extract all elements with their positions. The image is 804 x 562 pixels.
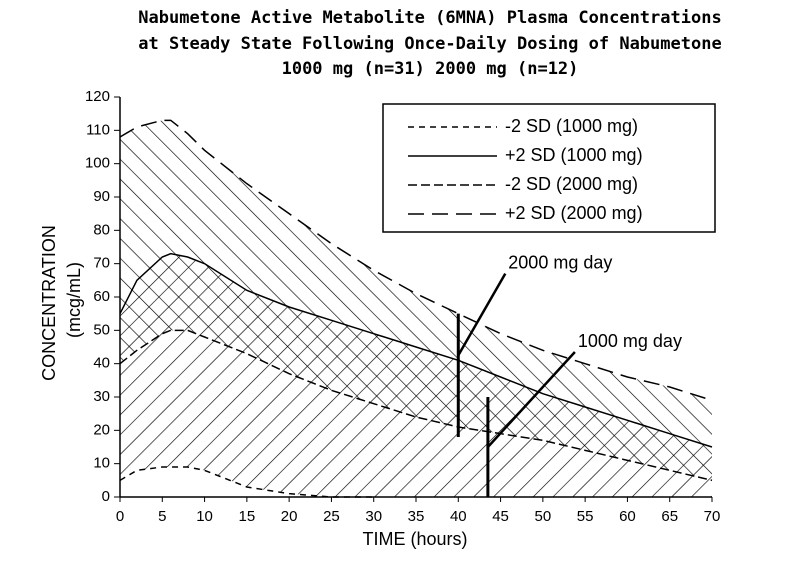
- y-tick-label: 70: [93, 255, 110, 272]
- legend-label: -2 SD (1000 mg): [505, 116, 638, 136]
- band: [120, 253, 712, 497]
- x-tick-label: 45: [492, 508, 509, 525]
- chart-title: Nabumetone Active Metabolite (6MNA) Plas…: [138, 8, 721, 28]
- x-tick-label: 55: [577, 508, 594, 525]
- x-tick-label: 70: [704, 508, 721, 525]
- legend-label: +2 SD (1000 mg): [505, 145, 643, 165]
- series-line: [119, 119, 713, 402]
- legend-label: +2 SD (2000 mg): [505, 203, 643, 223]
- x-tick-label: 40: [450, 508, 467, 525]
- series-line: [119, 329, 713, 482]
- x-axis-label: TIME (hours): [362, 529, 467, 549]
- y-tick-label: 40: [93, 355, 110, 372]
- legend-label: -2 SD (2000 mg): [505, 174, 638, 194]
- annotation: 2000 mg day: [508, 252, 612, 272]
- annotation: 1000 mg day: [578, 331, 682, 351]
- x-tick-label: 20: [281, 508, 298, 525]
- annotation-pointer: [486, 351, 576, 448]
- y-tick-label: 0: [102, 488, 110, 505]
- x-tick-label: 5: [158, 508, 166, 525]
- x-tick-label: 0: [116, 508, 124, 525]
- y-tick-label: 10: [93, 455, 110, 472]
- series-line: [119, 252, 713, 448]
- annotation-pointer: [457, 273, 507, 356]
- band: [120, 120, 712, 481]
- chart-title: 1000 mg (n=31) 2000 mg (n=12): [282, 59, 579, 79]
- x-tick-label: 15: [239, 508, 256, 525]
- chart-title: at Steady State Following Once-Daily Dos…: [138, 34, 721, 54]
- y-tick-label: 60: [93, 288, 110, 305]
- x-tick-label: 65: [661, 508, 678, 525]
- x-tick-label: 60: [619, 508, 636, 525]
- y-tick-label: 50: [93, 321, 110, 338]
- y-tick-label: 120: [85, 88, 110, 105]
- y-axis-label: (mcg/mL): [64, 262, 84, 338]
- x-tick-label: 10: [196, 508, 213, 525]
- y-tick-label: 30: [93, 388, 110, 405]
- y-axis-label: CONCENTRATION: [39, 225, 59, 381]
- y-tick-label: 100: [85, 155, 110, 172]
- y-tick-label: 20: [93, 421, 110, 438]
- x-tick-label: 30: [365, 508, 382, 525]
- x-tick-label: 25: [323, 508, 340, 525]
- y-tick-label: 80: [93, 221, 110, 238]
- x-tick-label: 35: [408, 508, 425, 525]
- y-tick-label: 110: [86, 121, 110, 138]
- x-tick-label: 50: [535, 508, 552, 525]
- series-line: [119, 466, 374, 498]
- y-tick-label: 90: [93, 188, 110, 205]
- legend-box: [382, 103, 716, 233]
